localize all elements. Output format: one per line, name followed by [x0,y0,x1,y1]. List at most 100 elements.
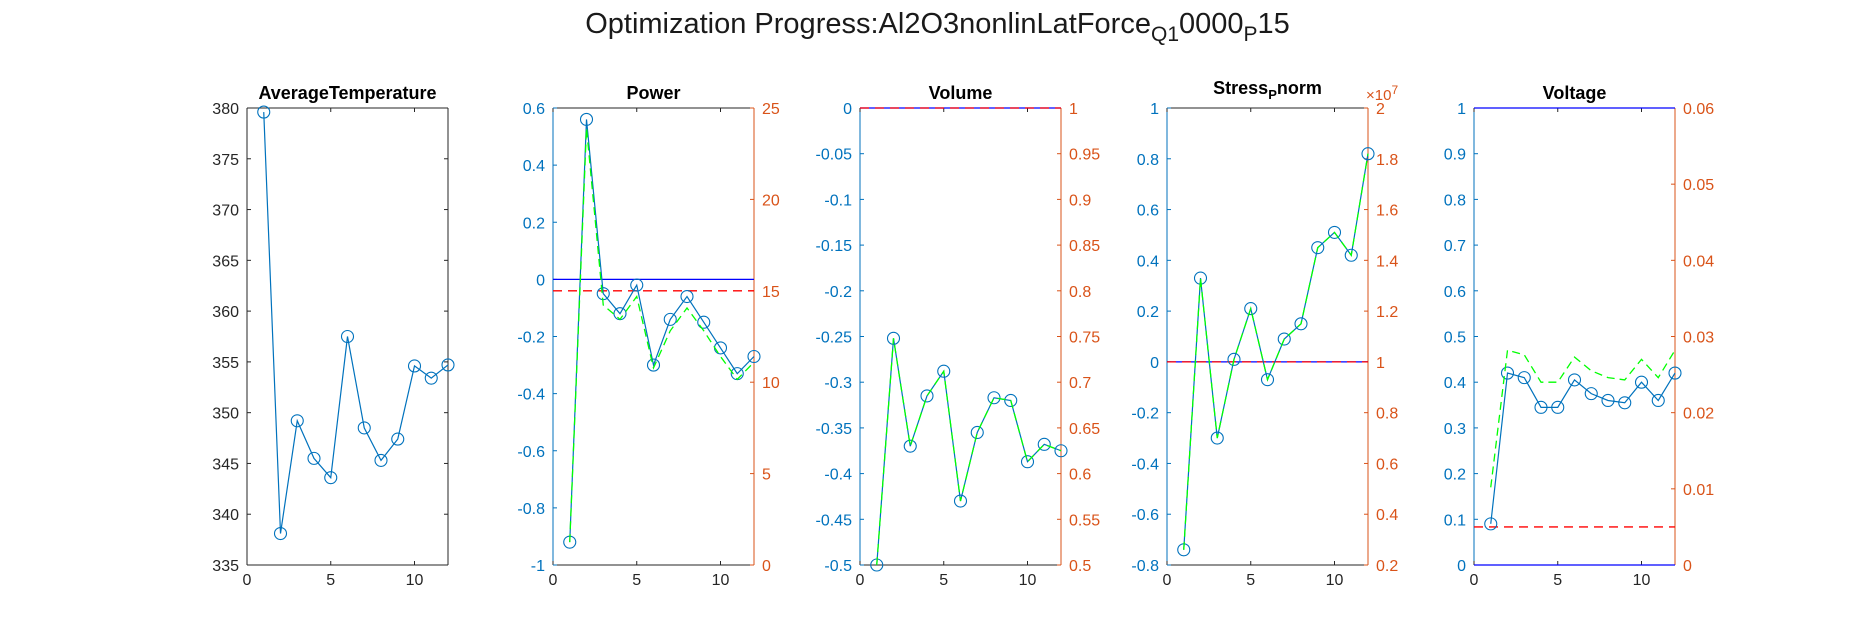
y-tick-label: 0.7 [1444,238,1466,255]
data-point-marker [1584,387,1598,401]
main-title-sub2: P [1243,23,1258,46]
subplot-title: Volume [929,83,993,103]
x-tick-label: 5 [1246,572,1255,589]
main-title-mid: 0000 [1179,8,1244,40]
y-tick-label: -0.45 [816,512,853,529]
main-title-prefix: Optimization Progress:Al2O3nonlinLatForc… [585,8,1151,40]
subplot-title-text: AverageTemperature [258,83,436,103]
data-point-marker [1294,317,1308,331]
data-point-marker [273,526,288,541]
y-tick-label: -0.25 [816,330,853,347]
y-tick-label: -0.2 [517,330,545,347]
y-tick-label: 355 [212,355,239,372]
y-tick-label: 360 [212,304,239,321]
y-right-tick-label: 0.7 [1069,375,1091,392]
y-tick-label: 0.2 [523,215,545,232]
main-title: Optimization Progress:Al2O3nonlinLatForc… [0,8,1875,47]
y-tick-label: -0.05 [816,147,853,164]
data-point-marker [1634,375,1649,389]
y-tick-label: 0.9 [1444,147,1466,164]
data-point-marker [307,451,321,465]
y-right-tick-label: 0.02 [1683,406,1714,423]
x-tick-label: 10 [712,572,730,589]
data-point-marker [1004,393,1018,408]
y-tick-label: 340 [212,507,239,524]
y-right-tick-label: 0.6 [1069,467,1091,484]
data-point-marker [1037,437,1051,451]
y-tick-label: 375 [212,152,239,169]
subplot-title-text: Power [626,83,680,103]
y-right-tick-label: 0.75 [1069,330,1100,347]
x-tick-label: 5 [632,572,641,589]
y-tick-label: 0 [1457,558,1466,575]
data-point-marker [663,312,677,326]
y-right-tick-label: 0.4 [1376,507,1398,524]
data-point-marker [1311,241,1325,255]
y-tick-label: -0.4 [1131,456,1159,473]
data-point-marker [1651,393,1665,408]
y-tick-label: 0.1 [1444,512,1466,529]
data-point-marker [747,349,761,364]
y-tick-label: 380 [212,101,239,118]
y-right-tick-label: 0.8 [1069,284,1091,301]
data-point-marker [1500,366,1515,380]
y-tick-label: 0 [536,272,545,289]
y-right-tick-label: 15 [762,284,780,301]
data-point-marker [1327,225,1342,239]
x-tick-label: 0 [549,572,558,589]
data-point-marker [697,315,711,329]
x-tick-label: 10 [1019,572,1037,589]
data-point-marker [1277,332,1291,346]
data-point-marker [680,289,694,304]
y-right-tick-label: 0.01 [1683,482,1714,499]
history-series-line [263,112,449,534]
y-right-tick-label: 1.4 [1376,253,1398,270]
y-tick-label: 0.5 [1444,330,1466,347]
y-right-tick-label: 0.55 [1069,512,1100,529]
y-right-tick-label: 0.2 [1376,558,1398,575]
history-series-line [876,338,1062,566]
data-point-marker [579,112,594,126]
y-right-tick-label: 0.95 [1069,147,1100,164]
exponent-base: ×10 [1366,87,1391,104]
exponent-power: 7 [1391,83,1398,97]
y-tick-label: 0.8 [1444,192,1466,209]
y-tick-label: -0.6 [517,444,545,461]
x-tick-label: 10 [1326,572,1344,589]
x-tick-label: 10 [406,572,424,589]
data-point-marker [1260,373,1275,387]
y-tick-label: -0.8 [1131,558,1159,575]
y-right-tick-label: 0.85 [1069,238,1100,255]
y-tick-label: -0.35 [816,421,853,438]
surrogate-series-line [1183,153,1369,550]
y-tick-label: 0.4 [523,158,545,175]
y-right-tick-label: 2 [1376,101,1385,118]
data-point-marker [987,391,1001,405]
y-tick-label: 0.6 [1444,284,1466,301]
y-tick-label: 0.2 [1137,304,1159,321]
y-tick-label: -0.3 [824,375,852,392]
y-tick-label: -0.2 [824,284,852,301]
y-right-tick-label: 20 [762,192,780,209]
y-tick-label: 335 [212,558,239,575]
data-point-marker [1668,366,1682,380]
data-point-marker [407,359,422,373]
data-point-marker [1020,455,1035,469]
subplot-4: 0 5 10 -0.8 -0.6 -0.4 -0.2 0 0.2 0.4 0.6 0.8 1 0.2 0.4… [1131,78,1398,589]
data-point-marker [1484,517,1498,531]
data-point-marker [1618,396,1632,410]
y-tick-label: 0.2 [1444,467,1466,484]
data-point-marker [290,414,304,428]
y-right-tick-label: 1.8 [1376,152,1398,169]
surrogate-series-line [1490,349,1676,488]
subplot-title: Power [626,83,680,103]
subplot-title-suffix: norm [1277,78,1322,98]
data-point-marker [324,471,338,485]
data-point-marker [1054,444,1068,458]
data-point-marker [1601,393,1615,408]
data-point-marker [953,494,968,508]
main-title-suffix: 15 [1257,8,1290,40]
y-tick-label: 0.6 [523,101,545,118]
data-point-marker [1361,147,1375,161]
